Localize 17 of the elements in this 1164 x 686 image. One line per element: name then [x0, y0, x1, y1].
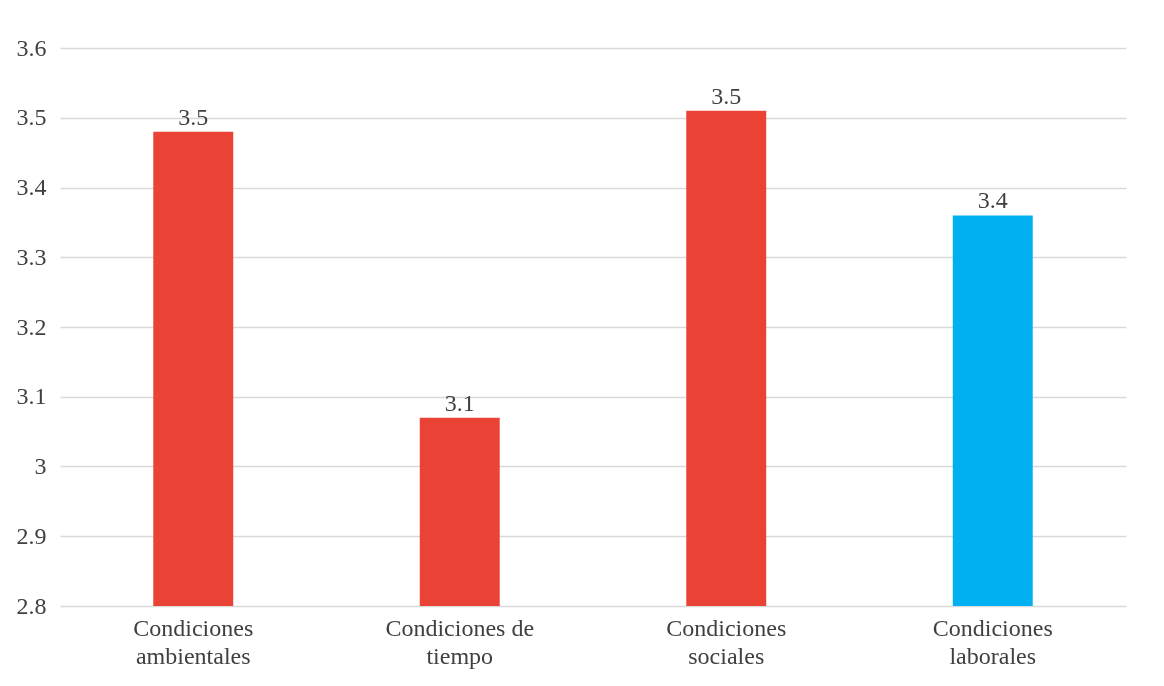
y-tick-label: 3.2: [16, 313, 47, 340]
y-tick-label: 2.8: [16, 592, 47, 619]
data-label: 3.1: [444, 389, 475, 416]
x-tick-label: Condiciones sociales: [666, 614, 787, 669]
data-label: 3.5: [711, 82, 742, 109]
data-label: 3.4: [977, 187, 1008, 214]
x-tick-label: Condiciones ambientales: [133, 614, 254, 669]
x-tick-label: Condiciones laborales: [932, 614, 1053, 669]
y-tick-label: 3.4: [16, 174, 47, 200]
y-tick-label: 2.9: [16, 522, 47, 549]
y-tick-label: 3.3: [16, 243, 47, 270]
y-tick-label: 3.5: [16, 104, 47, 131]
y-tick-label: 3.1: [16, 383, 47, 410]
y-tick-label: 3: [34, 453, 47, 479]
y-tick-label: 3.6: [16, 34, 47, 61]
data-label: 3.5: [178, 103, 209, 130]
x-tick-label: Condiciones de tiempo: [385, 614, 535, 669]
